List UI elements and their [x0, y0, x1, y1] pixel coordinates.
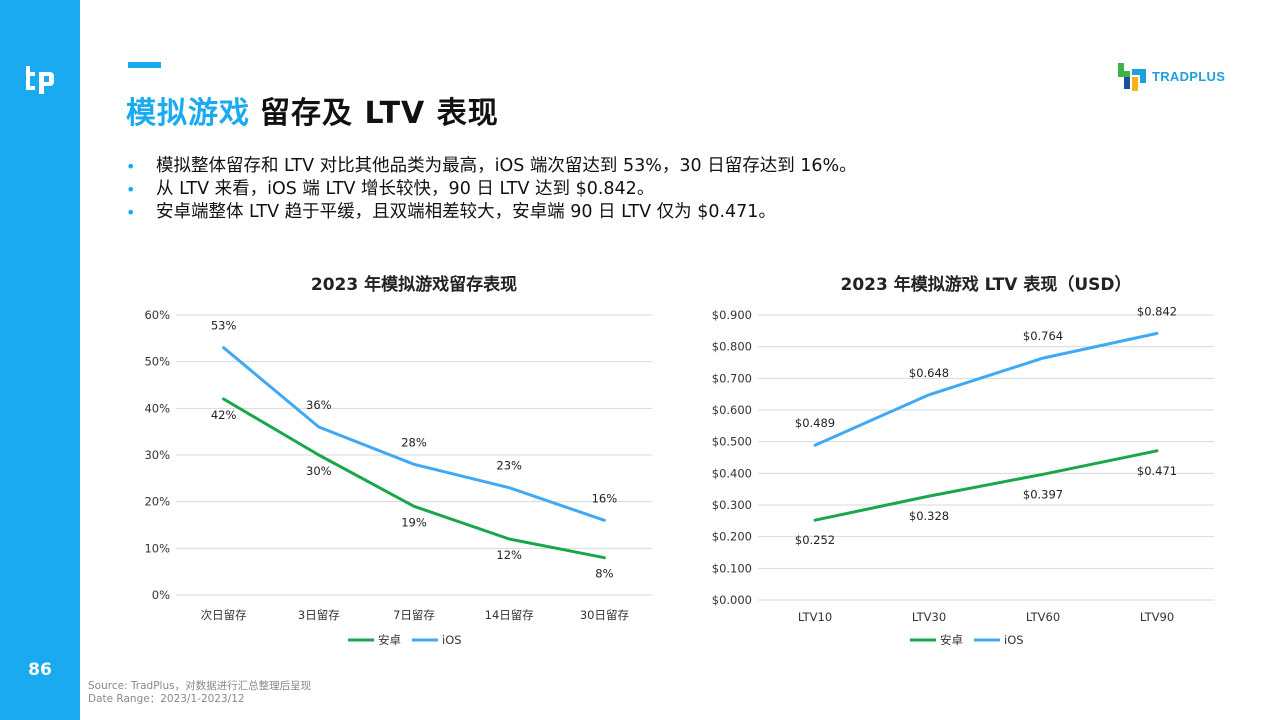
data-label: 30% — [306, 464, 332, 478]
x-tick-label: LTV90 — [1140, 610, 1174, 624]
y-tick-label: $0.800 — [712, 340, 752, 354]
y-tick-label: 10% — [144, 541, 170, 555]
y-tick-label: 60% — [144, 308, 170, 322]
y-tick-label: $0.700 — [712, 371, 752, 385]
footer-source: Source: TradPlus，对数据进行汇总整理后呈现 Date Range… — [88, 680, 311, 706]
title-accent-bar — [128, 62, 161, 68]
ltv-chart: 2023 年模拟游戏 LTV 表现（USD） $0.000 $0.100 $0.200… — [680, 262, 1240, 672]
y-tick-label: $0.900 — [712, 308, 752, 322]
tradplus-logo-icon — [1118, 63, 1146, 91]
legend-label: iOS — [1004, 633, 1024, 647]
x-tick-label: 7日留存 — [393, 608, 435, 622]
data-label: $0.252 — [795, 533, 835, 547]
data-label: $0.842 — [1137, 304, 1177, 318]
legend-label: 安卓 — [378, 633, 401, 647]
series-line-ios — [813, 331, 1159, 447]
x-tick-label: LTV60 — [1026, 610, 1060, 624]
bullet-list: 模拟整体留存和 LTV 对比其他品类为最高，iOS 端次留达到 53%，30 日… — [124, 155, 857, 224]
data-label: $0.489 — [795, 416, 835, 430]
x-tick-label: 3日留存 — [298, 608, 340, 622]
page-number: 86 — [28, 660, 52, 680]
y-tick-label: $0.400 — [712, 466, 752, 480]
title-highlight: 模拟游戏 — [126, 96, 250, 131]
chart-title: 2023 年模拟游戏留存表现 — [311, 274, 517, 295]
y-tick-label: $0.100 — [712, 561, 752, 575]
y-tick-label: 20% — [144, 495, 170, 509]
brand-name: TRADPLUS — [1152, 69, 1226, 84]
y-tick-label: $0.300 — [712, 498, 752, 512]
y-tick-label: $0.200 — [712, 530, 752, 544]
data-label: $0.648 — [909, 366, 949, 380]
date-range-text: Date Range：2023/1-2023/12 — [88, 693, 245, 705]
data-label: 42% — [211, 408, 237, 422]
x-tick-label: LTV10 — [798, 610, 832, 624]
retention-chart-svg: 2023 年模拟游戏留存表现 0% 10% 20% 30% 40% 50% 60% 次日留存 3日… — [144, 274, 652, 647]
y-tick-label: 40% — [144, 401, 170, 415]
ltv-chart-svg: 2023 年模拟游戏 LTV 表现（USD） $0.000 $0.100 $0.200… — [712, 274, 1214, 647]
legend-label: iOS — [442, 633, 462, 647]
x-tick-label: 30日留存 — [580, 608, 629, 622]
x-tick-label: 次日留存 — [201, 608, 247, 622]
bullet-item: 模拟整体留存和 LTV 对比其他品类为最高，iOS 端次留达到 53%，30 日… — [124, 155, 857, 178]
source-text: Source: TradPlus，对数据进行汇总整理后呈现 — [88, 680, 312, 692]
y-tick-label: 0% — [152, 588, 170, 602]
data-label: 16% — [592, 491, 618, 505]
retention-chart: 2023 年模拟游戏留存表现 0% 10% 20% 30% 40% 50% 60% 次日留存 3日… — [108, 262, 668, 672]
data-label: 12% — [496, 548, 522, 562]
bullet-item: 从 LTV 来看，iOS 端 LTV 增长较快，90 日 LTV 达到 $0.8… — [124, 178, 857, 201]
y-tick-label: $0.000 — [712, 593, 752, 607]
tp-logo-icon — [26, 66, 54, 94]
bullet-item: 安卓端整体 LTV 趋于平缓，且双端相差较大，安卓端 90 日 LTV 仅为 $… — [124, 201, 857, 224]
data-label: $0.328 — [909, 509, 949, 523]
y-tick-label: $0.500 — [712, 435, 752, 449]
chart-title: 2023 年模拟游戏 LTV 表现（USD） — [840, 274, 1131, 295]
data-label: 53% — [211, 319, 237, 333]
series-line-android — [222, 397, 606, 560]
y-tick-label: $0.600 — [712, 403, 752, 417]
data-label: $0.471 — [1137, 464, 1177, 478]
series-line-ios — [222, 346, 606, 522]
data-label: $0.764 — [1023, 329, 1063, 343]
sidebar: 86 — [0, 0, 80, 720]
data-label: 23% — [496, 459, 522, 473]
y-tick-label: 50% — [144, 355, 170, 369]
data-label: $0.397 — [1023, 487, 1063, 501]
data-label: 8% — [595, 567, 613, 581]
legend-label: 安卓 — [940, 633, 963, 647]
data-label: 36% — [306, 398, 332, 412]
data-label: 19% — [401, 515, 427, 529]
series-line-android — [813, 449, 1159, 522]
page-title: 模拟游戏 留存及 LTV 表现 — [126, 88, 499, 132]
x-tick-label: LTV30 — [912, 610, 946, 624]
y-tick-label: 30% — [144, 448, 170, 462]
data-label: 28% — [401, 435, 427, 449]
title-rest: 留存及 LTV 表现 — [260, 96, 499, 131]
x-tick-label: 14日留存 — [485, 608, 534, 622]
